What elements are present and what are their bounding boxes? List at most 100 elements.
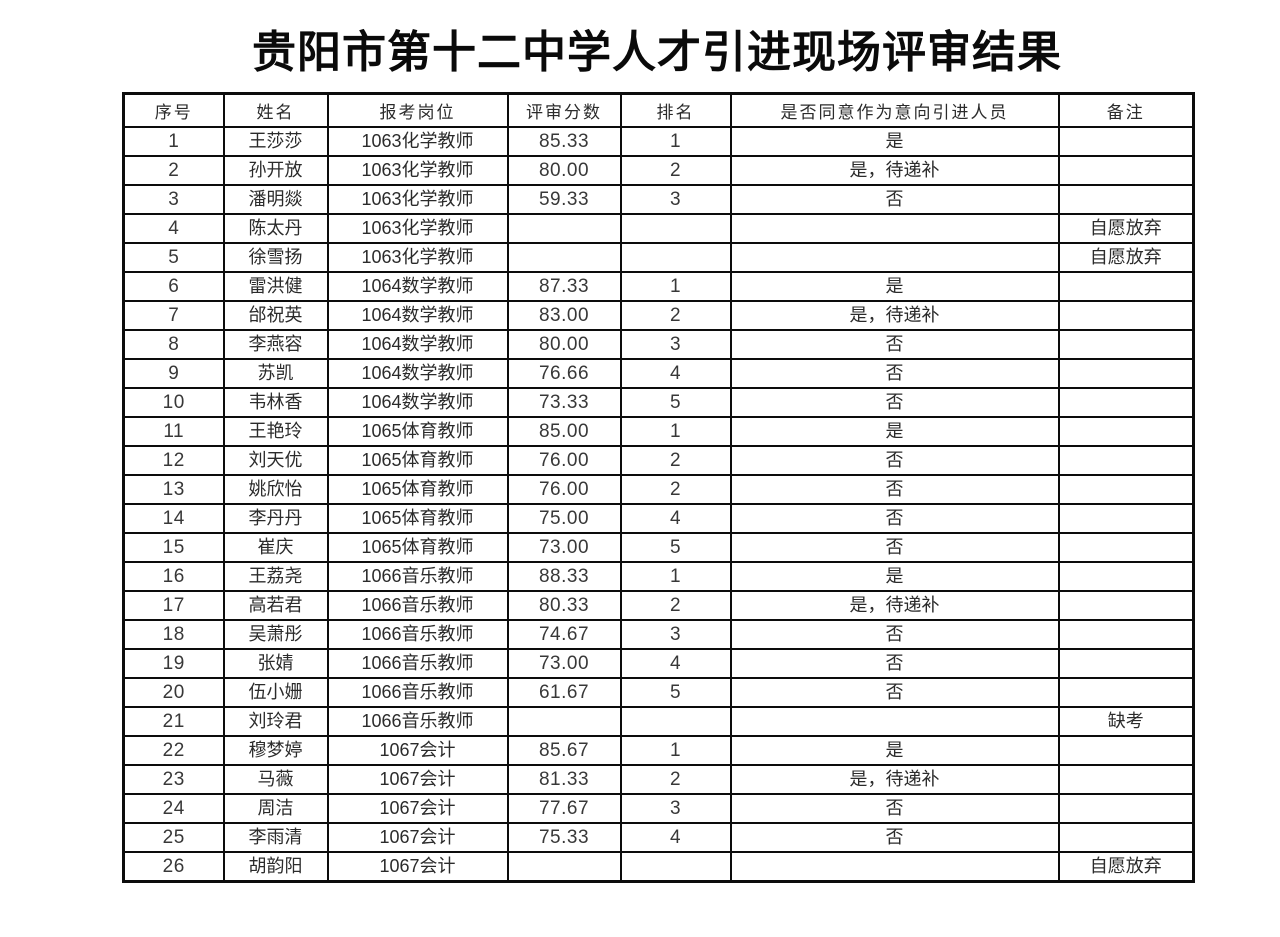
cell-name: 孙开放 (222, 155, 329, 186)
cell-name: 韦林香 (222, 387, 329, 418)
cell-agree: 否 (729, 677, 1060, 708)
cell-score (506, 851, 622, 883)
cell-name: 刘玲君 (222, 706, 329, 737)
cell-position: 1067会计 (326, 735, 509, 766)
cell-agree: 否 (729, 793, 1060, 824)
cell-no: 19 (122, 648, 225, 679)
cell-agree: 否 (729, 503, 1060, 534)
cell-no: 3 (122, 184, 225, 215)
cell-position: 1065体育教师 (326, 416, 509, 447)
cell-remark (1057, 300, 1195, 331)
cell-remark (1057, 329, 1195, 360)
cell-rank: 1 (619, 416, 732, 447)
cell-no: 22 (122, 735, 225, 766)
cell-score: 88.33 (506, 561, 622, 592)
cell-score (506, 213, 622, 244)
cell-no: 6 (122, 271, 225, 302)
cell-remark: 自愿放弃 (1057, 213, 1195, 244)
cell-score: 80.00 (506, 329, 622, 360)
cell-rank: 3 (619, 184, 732, 215)
cell-no: 10 (122, 387, 225, 418)
cell-no: 5 (122, 242, 225, 273)
cell-name: 李雨清 (222, 822, 329, 853)
cell-rank: 2 (619, 445, 732, 476)
table-row: 11 王艳玲 1065体育教师 85.00 1 是 (122, 416, 1195, 447)
cell-agree: 否 (729, 648, 1060, 679)
cell-agree: 是，待递补 (729, 764, 1060, 795)
cell-no: 12 (122, 445, 225, 476)
column-header-position: 报考岗位 (326, 92, 509, 128)
cell-position: 1064数学教师 (326, 387, 509, 418)
cell-remark (1057, 155, 1195, 186)
cell-name: 陈太丹 (222, 213, 329, 244)
cell-agree: 否 (729, 184, 1060, 215)
cell-rank: 2 (619, 300, 732, 331)
cell-no: 24 (122, 793, 225, 824)
cell-score: 85.67 (506, 735, 622, 766)
cell-remark (1057, 677, 1195, 708)
cell-position: 1067会计 (326, 851, 509, 883)
cell-no: 7 (122, 300, 225, 331)
cell-position: 1064数学教师 (326, 300, 509, 331)
cell-agree (729, 851, 1060, 883)
cell-score: 77.67 (506, 793, 622, 824)
cell-name: 姚欣怡 (222, 474, 329, 505)
header-row: 序号 姓名 报考岗位 评审分数 排名 是否同意作为意向引进人员 备注 (122, 92, 1195, 128)
cell-position: 1067会计 (326, 822, 509, 853)
cell-position: 1063化学教师 (326, 155, 509, 186)
cell-rank: 1 (619, 735, 732, 766)
cell-position: 1064数学教师 (326, 358, 509, 389)
cell-remark (1057, 445, 1195, 476)
cell-name: 张婧 (222, 648, 329, 679)
cell-name: 周洁 (222, 793, 329, 824)
cell-name: 徐雪扬 (222, 242, 329, 273)
cell-agree: 是 (729, 561, 1060, 592)
cell-rank: 3 (619, 329, 732, 360)
cell-rank: 1 (619, 126, 732, 157)
cell-rank: 4 (619, 648, 732, 679)
cell-score: 73.00 (506, 648, 622, 679)
cell-rank (619, 242, 732, 273)
cell-score: 85.33 (506, 126, 622, 157)
cell-name: 王艳玲 (222, 416, 329, 447)
cell-rank: 4 (619, 822, 732, 853)
table-row: 1 王莎莎 1063化学教师 85.33 1 是 (122, 126, 1195, 157)
cell-score (506, 706, 622, 737)
cell-no: 1 (122, 126, 225, 157)
cell-name: 李燕容 (222, 329, 329, 360)
cell-position: 1065体育教师 (326, 445, 509, 476)
cell-remark (1057, 358, 1195, 389)
table-row: 25 李雨清 1067会计 75.33 4 否 (122, 822, 1195, 853)
cell-agree: 否 (729, 445, 1060, 476)
cell-position: 1063化学教师 (326, 213, 509, 244)
cell-agree: 是，待递补 (729, 155, 1060, 186)
cell-agree (729, 213, 1060, 244)
cell-position: 1066音乐教师 (326, 619, 509, 650)
cell-remark (1057, 416, 1195, 447)
cell-rank: 2 (619, 764, 732, 795)
cell-name: 苏凯 (222, 358, 329, 389)
cell-position: 1066音乐教师 (326, 677, 509, 708)
cell-agree: 否 (729, 532, 1060, 563)
table-row: 13 姚欣怡 1065体育教师 76.00 2 否 (122, 474, 1195, 505)
cell-no: 13 (122, 474, 225, 505)
table-row: 21 刘玲君 1066音乐教师 缺考 (122, 706, 1195, 737)
cell-agree: 否 (729, 329, 1060, 360)
cell-rank: 2 (619, 474, 732, 505)
table-body: 1 王莎莎 1063化学教师 85.33 1 是 2 孙开放 1063化学教师 80.00 2 是，待… (122, 126, 1195, 883)
cell-remark: 自愿放弃 (1057, 242, 1195, 273)
cell-name: 王莎莎 (222, 126, 329, 157)
cell-agree: 是 (729, 126, 1060, 157)
cell-remark: 自愿放弃 (1057, 851, 1195, 883)
cell-rank: 2 (619, 155, 732, 186)
cell-rank: 5 (619, 532, 732, 563)
cell-position: 1064数学教师 (326, 329, 509, 360)
table-row: 14 李丹丹 1065体育教师 75.00 4 否 (122, 503, 1195, 534)
cell-agree: 否 (729, 358, 1060, 389)
cell-score: 73.33 (506, 387, 622, 418)
cell-position: 1064数学教师 (326, 271, 509, 302)
cell-name: 邰祝英 (222, 300, 329, 331)
table-row: 15 崔庆 1065体育教师 73.00 5 否 (122, 532, 1195, 563)
column-header-remark: 备注 (1057, 92, 1195, 128)
table-row: 24 周洁 1067会计 77.67 3 否 (122, 793, 1195, 824)
